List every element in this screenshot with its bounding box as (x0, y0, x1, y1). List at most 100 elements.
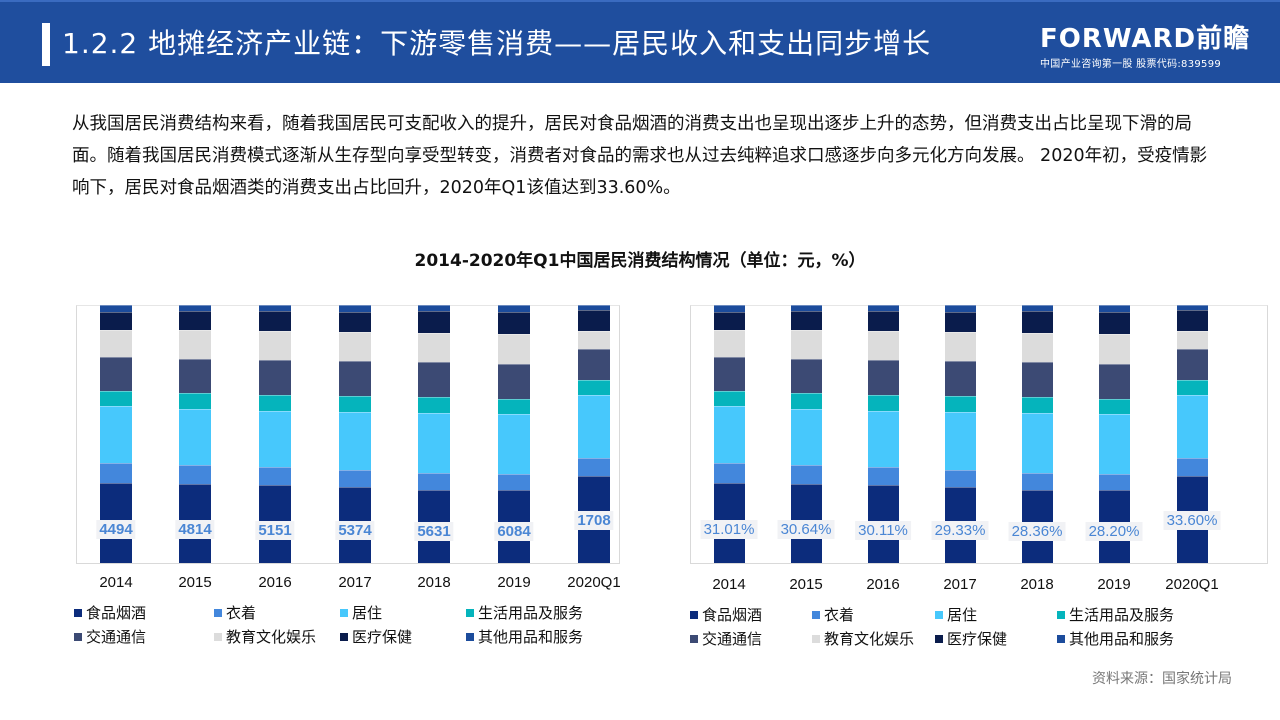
bar-segment (578, 394, 610, 459)
bar-segment (339, 361, 371, 397)
bar-segment (713, 390, 745, 407)
bar-segment (1098, 474, 1130, 491)
bar-segment (259, 305, 291, 312)
bar-segment (867, 359, 899, 396)
legend-label: 交通通信 (86, 628, 147, 646)
bar-segment (418, 412, 450, 473)
legend-label: 交通通信 (702, 630, 763, 648)
bar-segment (790, 408, 822, 465)
bar-segment (498, 398, 530, 414)
legend-swatch-icon (74, 608, 82, 617)
legend-item: 居住 (935, 604, 977, 625)
legend-swatch-icon (812, 610, 820, 619)
bar-segment (790, 330, 822, 359)
bar-segment (498, 364, 530, 399)
bar-segment (1021, 305, 1053, 311)
legend-swatch-icon (690, 610, 698, 619)
bar-segment (339, 331, 371, 362)
stacked-bar-2014 (713, 305, 745, 563)
bar-segment (1176, 305, 1208, 310)
stacked-bar-2016 (259, 305, 291, 563)
bar-segment (944, 469, 976, 488)
bar-segment (1021, 396, 1053, 413)
legend-left: 食品烟酒 衣着 居住 生活用品及服务 交通通信 教育文化娱乐 医疗保健 其他用品和服务 (74, 600, 634, 650)
legend-item: 教育文化娱乐 (812, 628, 914, 649)
bar-segment (1098, 413, 1130, 475)
legend-item: 生活用品及服务 (1057, 604, 1174, 625)
legend-item: 食品烟酒 (74, 602, 146, 623)
legend-item: 其他用品和服务 (466, 626, 583, 647)
bar-segment (418, 305, 450, 311)
bar-segment (944, 361, 976, 397)
bar-segment (418, 472, 450, 490)
legend-item: 衣着 (214, 602, 256, 623)
bar-segment (339, 305, 371, 312)
bar-segment (179, 464, 211, 485)
legend-item: 衣着 (812, 604, 854, 625)
bar-segment (498, 334, 530, 365)
bar-segment (1098, 364, 1130, 399)
bar-segment (100, 357, 132, 391)
bar-segment (179, 330, 211, 359)
legend-swatch-icon (935, 610, 943, 619)
bar-segment (100, 406, 132, 464)
bar-segment (790, 305, 822, 312)
bar-segment (498, 311, 530, 335)
legend-swatch-icon (74, 632, 82, 641)
header-banner: 1.2.2 地摊经济产业链：下游零售消费——居民收入和支出同步增长 FORWAR… (0, 0, 1280, 83)
bar-segment (1098, 334, 1130, 365)
data-label: 5374 (335, 521, 375, 541)
data-label: 28.36% (1008, 522, 1066, 542)
legend-item: 交通通信 (690, 628, 762, 649)
bar-segment (867, 410, 899, 468)
bar-segment (944, 311, 976, 332)
bar-segment (867, 305, 899, 312)
bar-segment (418, 332, 450, 362)
legend-item: 居住 (340, 602, 382, 623)
chart-title: 2014-2020年Q1中国居民消费结构情况（单位：元，%） (414, 251, 866, 271)
x-tick-label: 2014 (712, 576, 746, 593)
legend-swatch-icon (812, 634, 820, 643)
bar-segment (179, 408, 211, 465)
x-tick-label: 2018 (417, 574, 451, 591)
legend-swatch-icon (690, 634, 698, 643)
data-label: 30.64% (777, 520, 835, 540)
bar-segment (1176, 380, 1208, 395)
bar-segment (100, 330, 132, 358)
bar-segment (1176, 331, 1208, 350)
x-tick-label: 2020Q1 (1165, 576, 1219, 593)
bar-segment (867, 395, 899, 411)
bar-segment (100, 305, 132, 312)
legend-swatch-icon (214, 632, 222, 641)
legend-swatch-icon (1057, 634, 1065, 643)
legend-swatch-icon (1057, 610, 1065, 619)
x-tick-label: 2019 (497, 574, 531, 591)
bar-segment (944, 412, 976, 470)
bar-segment (100, 311, 132, 331)
legend-swatch-icon (340, 632, 348, 641)
bar-segment (179, 393, 211, 409)
bar-segment (867, 311, 899, 331)
bar-segment (713, 463, 745, 484)
legend-label: 生活用品及服务 (478, 604, 584, 622)
legend-label: 教育文化娱乐 (226, 628, 317, 646)
bar-segment (713, 311, 745, 331)
data-label: 5631 (414, 522, 454, 542)
bar-segment (339, 412, 371, 470)
bar-segment (578, 331, 610, 350)
bar-segment (498, 413, 530, 475)
bar-segment (259, 467, 291, 486)
x-tick-label: 2017 (943, 576, 977, 593)
bar-segment (1176, 349, 1208, 381)
legend-swatch-icon (214, 608, 222, 617)
stacked-bar-2014 (100, 305, 132, 563)
stacked-bar-2019 (1098, 305, 1130, 563)
data-label: 30.11% (855, 520, 911, 540)
x-tick-label: 2016 (866, 576, 900, 593)
legend-right: 食品烟酒 衣着 居住 生活用品及服务 交通通信 教育文化娱乐 医疗保健 其他用品和服务 (690, 600, 1260, 650)
stacked-bar-2015 (790, 305, 822, 563)
legend-label: 其他用品和服务 (478, 628, 584, 646)
data-label: 5151 (255, 520, 295, 540)
legend-label: 教育文化娱乐 (824, 630, 915, 648)
bar-segment (259, 311, 291, 331)
